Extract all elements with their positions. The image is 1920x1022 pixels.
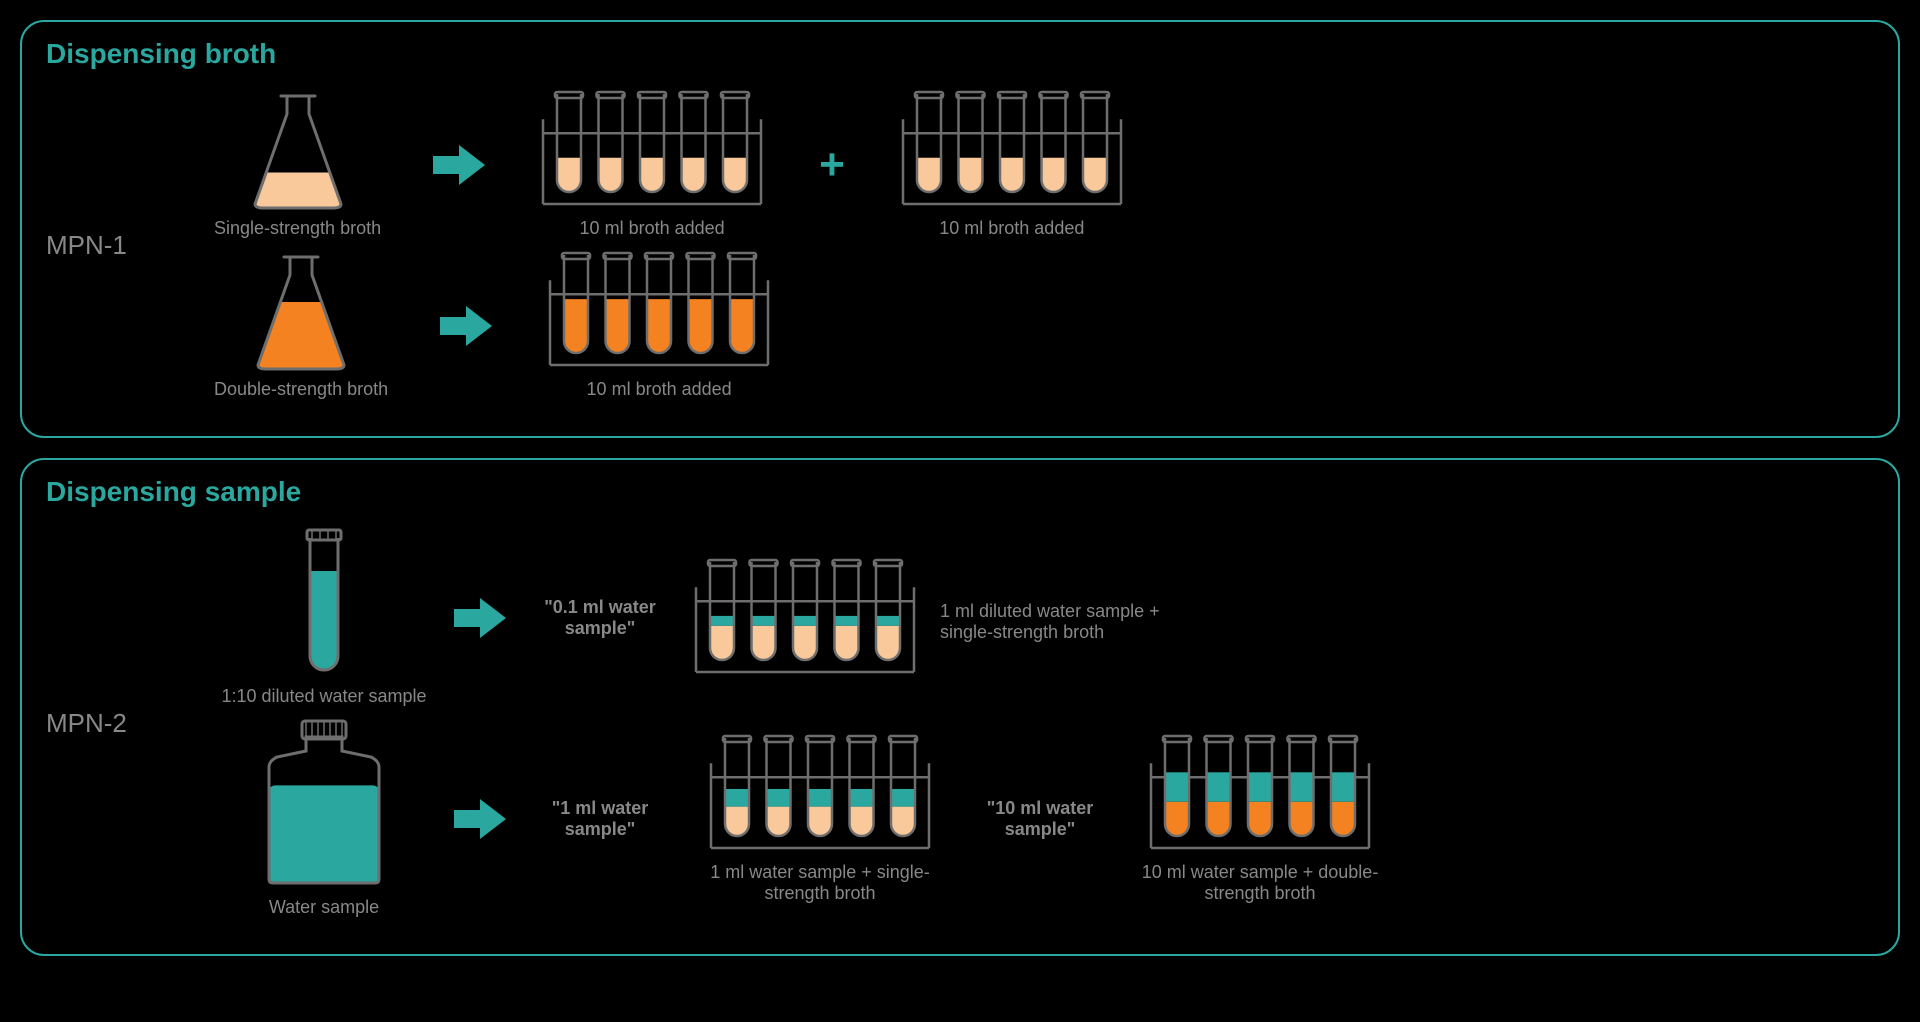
rack-icon [897,90,1127,210]
arrow-icon [436,301,496,351]
rack-label: 1 ml diluted water sample + single-stren… [940,601,1200,643]
tube-label: 1:10 diluted water sample [221,686,426,707]
rack-label: 10 ml broth added [587,379,732,400]
panel-dispensing-broth: Dispensing broth MPN-1 Single-strength b… [20,20,1900,438]
water-sample-bottle: Water sample [214,719,434,918]
flask-icon [243,90,353,210]
panel1-side-label: MPN-1 [46,230,206,261]
panel2-side-label: MPN-2 [46,708,206,739]
panel1-row1: Single-strength broth 10 ml broth added … [206,90,1874,239]
plus-icon: + [819,140,845,190]
tube-icon [304,528,344,678]
rack-1ml: 1 ml water sample + single-strength brot… [690,734,950,904]
rack-icon [537,90,767,210]
flask-double-strength: Double-strength broth [214,251,388,400]
arrow-icon [450,794,510,844]
panel2-row2: Water sample "1 ml water sample" 1 ml wa… [206,719,1874,918]
rack-label: 10 ml water sample + double-strength bro… [1130,862,1390,904]
arrow-icon [429,140,489,190]
arrow-label: "0.1 ml water sample" [530,597,670,639]
rack-icon [705,734,935,854]
rack-double: 10 ml broth added [544,251,774,400]
panel1-row2: Double-strength broth 10 ml broth added [206,251,1874,400]
rack-label: 10 ml broth added [580,218,725,239]
panel2-title: Dispensing sample [46,476,1874,508]
bottle-icon [259,719,389,889]
rack-single-2: 10 ml broth added [897,90,1127,239]
rack-icon [690,558,920,678]
rack-label: 10 ml broth added [939,218,1084,239]
panel1-title: Dispensing broth [46,38,1874,70]
bottle-label: Water sample [269,897,379,918]
rack-icon [544,251,774,371]
arrow-icon [450,593,510,643]
panel2-row1: 1:10 diluted water sample "0.1 ml water … [206,528,1874,707]
arrow-label: "1 ml water sample" [530,798,670,840]
rack-icon [1145,734,1375,854]
rack-label: 1 ml water sample + single-strength brot… [690,862,950,904]
flask-label: Double-strength broth [214,379,388,400]
flask-label: Single-strength broth [214,218,381,239]
rack-10ml: 10 ml water sample + double-strength bro… [1130,734,1390,904]
diluted-sample-tube: 1:10 diluted water sample [214,528,434,707]
rack-single-1: 10 ml broth added [537,90,767,239]
arrow-label: "10 ml water sample" [970,798,1110,840]
rack-diluted [690,558,920,678]
flask-single-strength: Single-strength broth [214,90,381,239]
flask-icon [246,251,356,371]
panel-dispensing-sample: Dispensing sample MPN-2 1:10 diluted wat… [20,458,1900,956]
